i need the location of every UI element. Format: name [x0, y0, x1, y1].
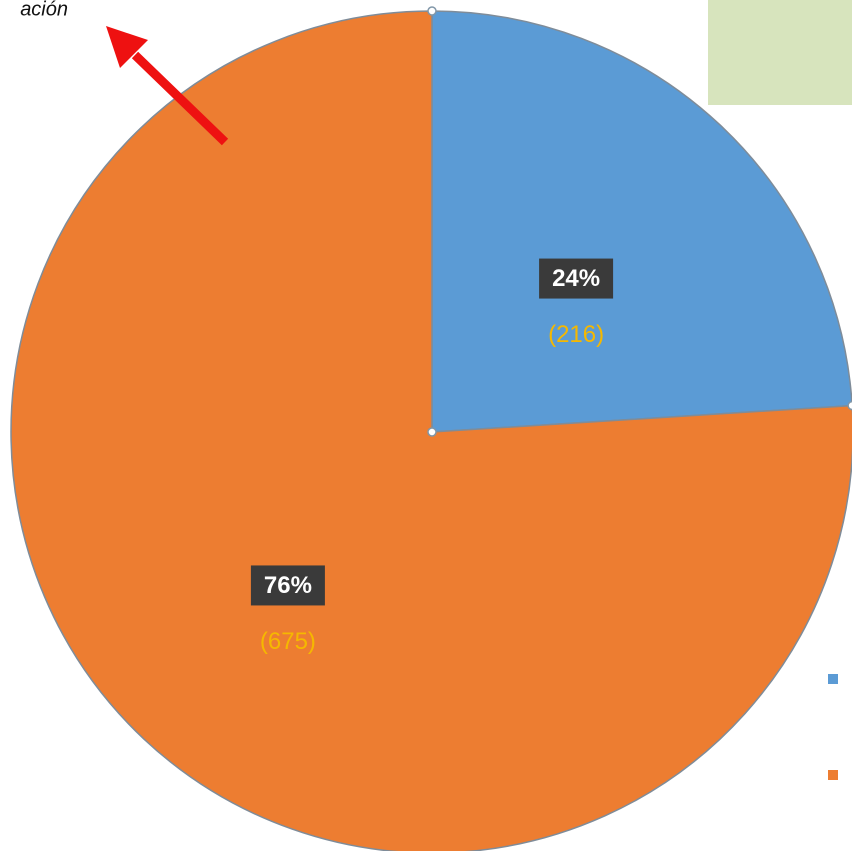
note-box [708, 0, 852, 105]
data-label-box [250, 565, 325, 606]
count-label: (216) [548, 321, 604, 348]
legend-swatch [828, 770, 838, 780]
data-label-box [539, 258, 614, 299]
data-label: 76% [264, 572, 312, 599]
slice [431, 10, 852, 433]
data-label: 24% [552, 265, 600, 292]
arrow-shaft [131, 51, 229, 146]
arrow-head [106, 26, 148, 68]
selection-handle [847, 400, 852, 411]
count-label: (675) [260, 628, 316, 655]
arrow [106, 26, 229, 146]
legend-swatch [828, 674, 838, 684]
selection-handle [427, 6, 437, 16]
annotation: ación [20, 0, 68, 20]
selection-handle [427, 427, 437, 437]
